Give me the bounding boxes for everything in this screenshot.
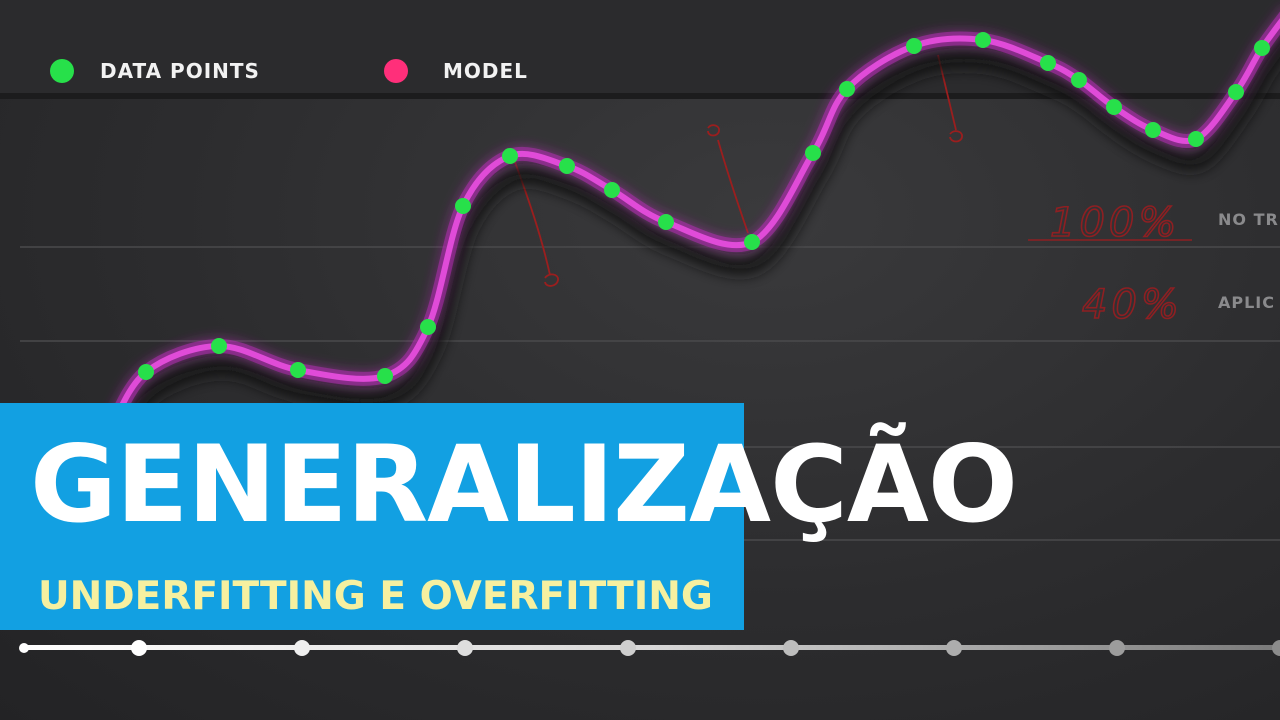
data-point	[502, 148, 518, 164]
title-banner	[0, 403, 744, 630]
data-point	[975, 32, 991, 48]
data-point	[1254, 40, 1270, 56]
timeline-node[interactable]	[457, 640, 473, 656]
timeline-node[interactable]	[294, 640, 310, 656]
timeline-node[interactable]	[783, 640, 799, 656]
data-point	[138, 364, 154, 380]
data-point	[1071, 72, 1087, 88]
data-point	[290, 362, 306, 378]
timeline	[19, 640, 1280, 656]
model-legend-dot	[384, 59, 408, 83]
data-point	[744, 234, 760, 250]
data-point	[1106, 99, 1122, 115]
data-point	[805, 145, 821, 161]
timeline-node[interactable]	[1272, 640, 1280, 656]
timeline-start	[19, 643, 29, 653]
data-point	[420, 319, 436, 335]
data-point	[377, 368, 393, 384]
data-point	[658, 214, 674, 230]
data-point	[604, 182, 620, 198]
model-curve-shadow	[106, 37, 1280, 457]
data-point	[1040, 55, 1056, 71]
timeline-node[interactable]	[946, 640, 962, 656]
timeline-node[interactable]	[1109, 640, 1125, 656]
model-legend-label: MODEL	[443, 59, 528, 83]
residual-mark	[707, 124, 749, 234]
side-label-training: NO TR	[1218, 210, 1279, 229]
side-label-application: APLIC	[1218, 293, 1275, 312]
data-point	[1228, 84, 1244, 100]
page-subtitle: UNDERFITTING E OVERFITTING	[38, 574, 713, 619]
data-point	[455, 198, 471, 214]
page-title: GENERALIZAÇÃO	[30, 423, 1018, 546]
percent-annotation-application: 40%	[1082, 282, 1183, 328]
data-point	[559, 158, 575, 174]
timeline-track	[22, 645, 1280, 650]
data-point	[211, 338, 227, 354]
percent-annotation-training: 100%	[1050, 200, 1180, 246]
data-point	[839, 81, 855, 97]
data-point	[1145, 122, 1161, 138]
data-points-legend-dot	[50, 59, 74, 83]
data-points	[138, 32, 1270, 384]
timeline-node[interactable]	[131, 640, 147, 656]
timeline-node[interactable]	[620, 640, 636, 656]
data-point	[906, 38, 922, 54]
data-points-legend-label: DATA POINTS	[100, 59, 260, 83]
data-point	[1188, 131, 1204, 147]
legend-divider	[0, 93, 1280, 99]
